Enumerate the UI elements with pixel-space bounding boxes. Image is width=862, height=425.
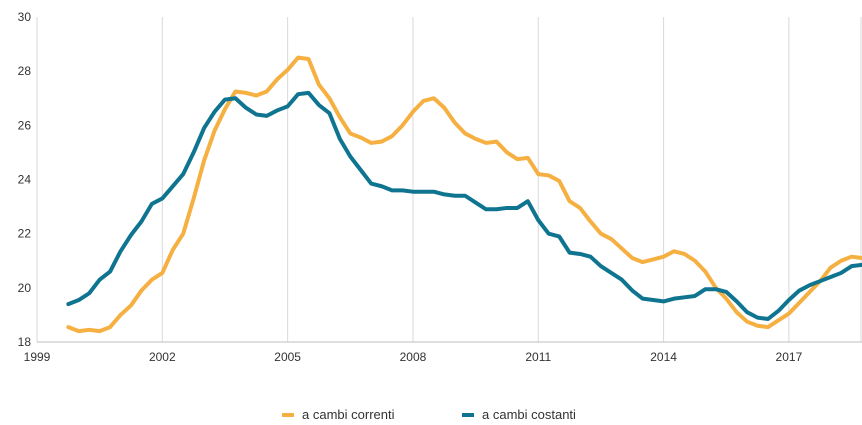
x-tick-label-2011: 2011: [525, 350, 551, 364]
x-tick-label-2014: 2014: [650, 350, 677, 364]
y-axis-tick-labels: 18 20 22 24 26 28 30: [18, 10, 32, 349]
x-tick-label-2002: 2002: [149, 350, 176, 364]
x-tick-label-2017: 2017: [776, 350, 803, 364]
y-tick-label-18: 18: [18, 335, 32, 349]
series-layer: [66, 55, 862, 334]
vertical-gridlines: [36, 17, 862, 342]
x-tick-label-2005: 2005: [274, 350, 301, 364]
y-tick-label-26: 26: [18, 118, 32, 132]
legend-label-1: a cambi correnti: [302, 407, 395, 422]
legend-label-2: a cambi costanti: [482, 407, 576, 422]
y-tick-label-28: 28: [18, 64, 32, 78]
y-tick-label-30: 30: [18, 10, 32, 24]
legend: a cambi correnti a cambi costanti: [282, 407, 576, 422]
y-tick-label-20: 20: [18, 281, 32, 295]
series-line-1: [66, 55, 862, 334]
x-tick-label-2008: 2008: [400, 350, 427, 364]
x-tick-label-1999: 1999: [24, 350, 51, 364]
y-tick-label-24: 24: [18, 173, 32, 187]
x-axis-tick-labels: 1999 2002 2005 2008 2011 2014 2017: [24, 350, 803, 364]
y-tick-label-22: 22: [18, 227, 32, 241]
series-line-2: [66, 90, 862, 321]
